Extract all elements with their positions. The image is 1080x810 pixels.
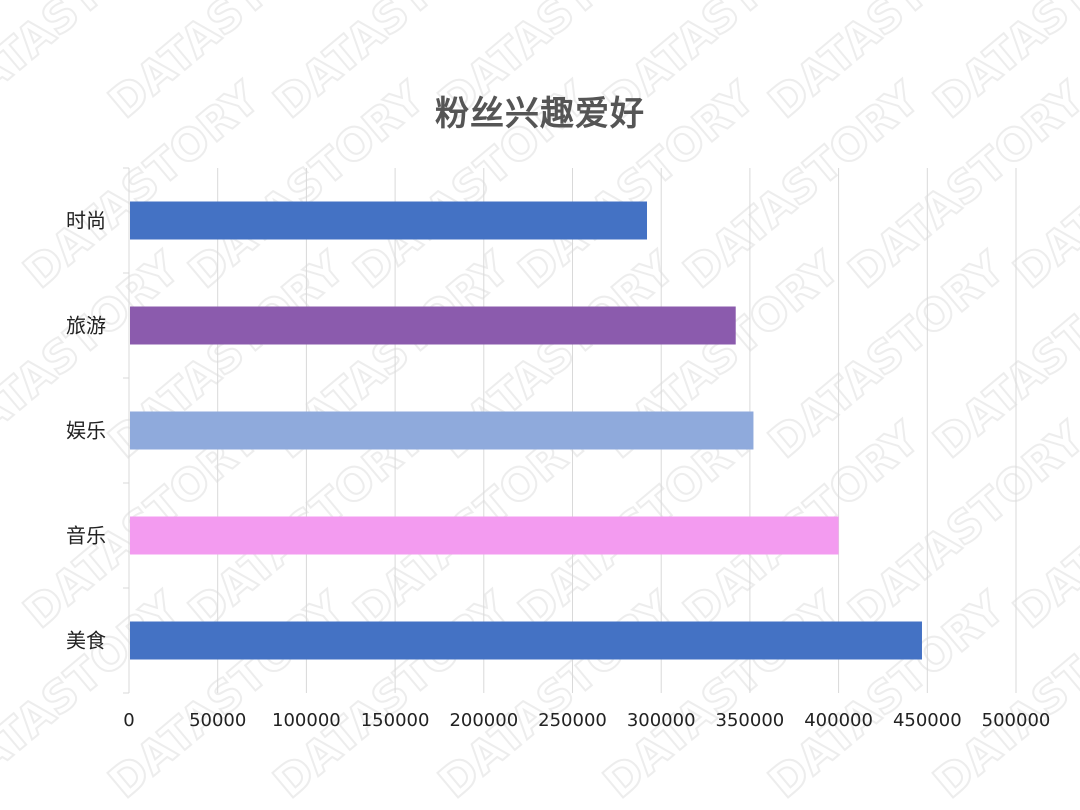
category-label: 时尚 xyxy=(66,209,106,233)
x-tick-label: 250000 xyxy=(538,710,607,731)
bar-1 xyxy=(130,201,648,240)
chart-title: 粉丝兴趣爱好 xyxy=(435,94,645,134)
category-label: 音乐 xyxy=(66,524,106,548)
category-label: 美食 xyxy=(66,629,106,653)
bar-5 xyxy=(130,621,922,660)
x-tick-label: 200000 xyxy=(449,710,518,731)
x-tick-label: 400000 xyxy=(804,710,873,731)
x-tick-label: 350000 xyxy=(716,710,785,731)
bar-4 xyxy=(130,516,839,555)
bar-3 xyxy=(130,411,754,450)
x-tick-label: 0 xyxy=(123,710,134,731)
x-tick-label: 450000 xyxy=(893,710,962,731)
x-tick-label: 150000 xyxy=(361,710,430,731)
x-tick-label: 300000 xyxy=(627,710,696,731)
category-label: 旅游 xyxy=(66,314,106,338)
x-tick-label: 500000 xyxy=(982,710,1051,731)
x-tick-label: 100000 xyxy=(272,710,341,731)
x-tick-label: 50000 xyxy=(189,710,246,731)
bar-2 xyxy=(130,306,736,345)
category-label: 娱乐 xyxy=(66,419,106,443)
